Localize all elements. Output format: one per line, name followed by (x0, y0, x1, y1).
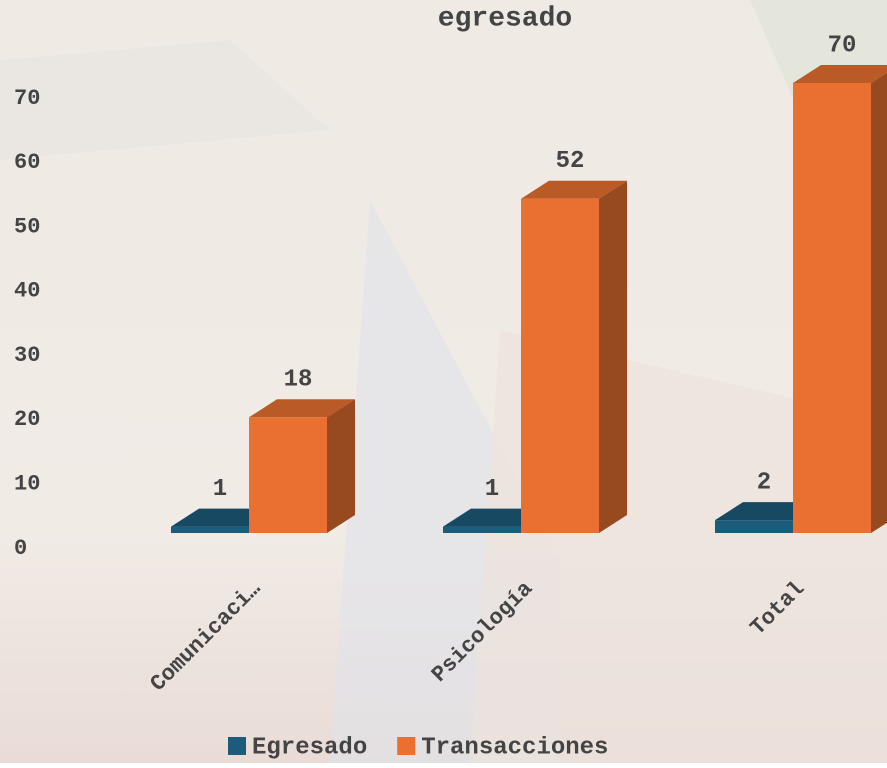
y-tick-label: 0 (14, 536, 27, 561)
y-tick-label: 60 (14, 150, 40, 175)
bar (715, 520, 793, 533)
value-label: 70 (828, 32, 857, 59)
y-tick-label: 50 (14, 214, 40, 239)
legend-swatch (228, 737, 246, 755)
bar-side (327, 399, 355, 533)
bar-top (793, 65, 887, 83)
legend-swatch (397, 737, 416, 755)
bar (521, 198, 599, 533)
y-tick-label: 10 (14, 472, 40, 497)
value-label: 52 (556, 148, 585, 175)
bg-shape (0, 40, 330, 160)
legend-label: Transacciones (421, 734, 608, 761)
bar (249, 417, 327, 533)
y-tick-label: 20 (14, 407, 40, 432)
value-label: 2 (757, 469, 771, 496)
y-tick-label: 40 (14, 279, 40, 304)
bar-side (599, 180, 627, 533)
bar (443, 526, 521, 533)
value-label: 18 (284, 367, 313, 394)
y-tick-label: 70 (14, 86, 40, 111)
legend-label: Egresado (252, 734, 367, 761)
value-label: 1 (485, 476, 499, 503)
bar-top (249, 399, 355, 418)
chart-title: egresado (438, 3, 572, 34)
bar (171, 526, 249, 533)
bar-top (521, 180, 627, 199)
y-tick-label: 30 (14, 343, 40, 368)
bar-side (871, 72, 887, 533)
value-label: 1 (213, 476, 227, 503)
bar (793, 83, 871, 533)
